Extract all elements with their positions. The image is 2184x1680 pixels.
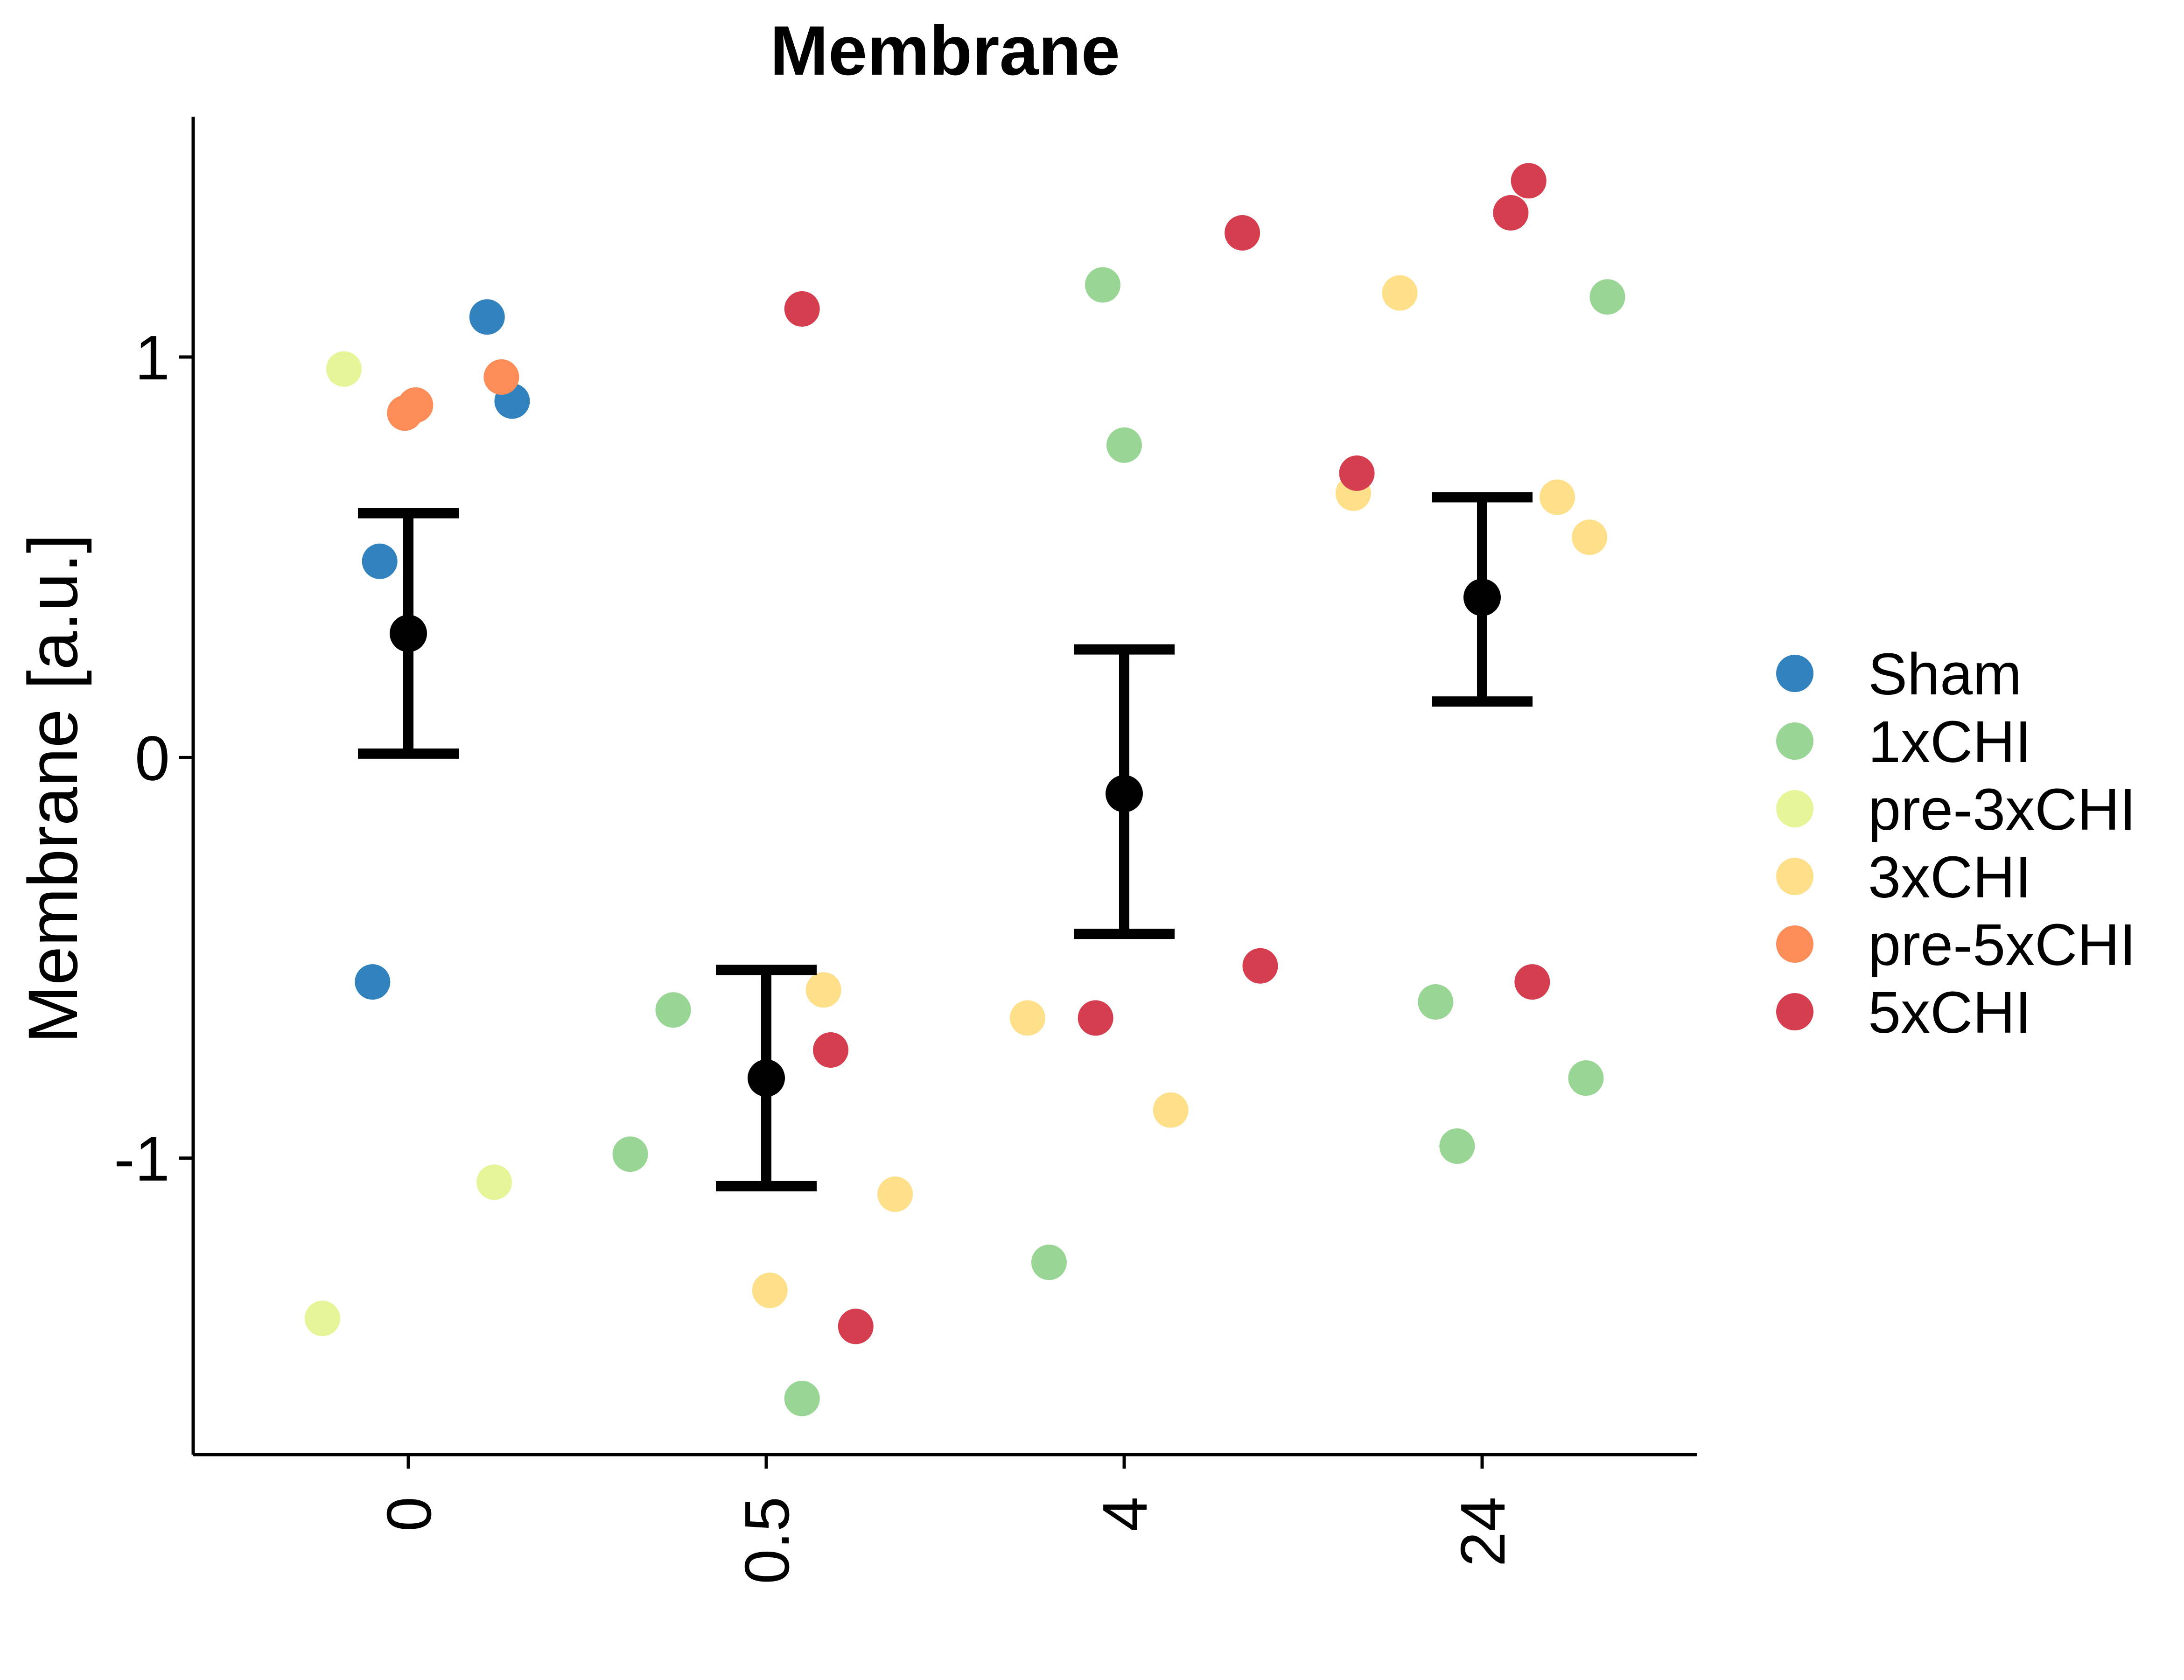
data-point [1242, 948, 1278, 984]
data-point [784, 1380, 820, 1416]
legend-label: Sham [1868, 641, 2022, 707]
mean-marker [748, 1059, 785, 1097]
y-tick-label: -1 [114, 1124, 170, 1194]
data-point [483, 359, 519, 395]
data-point [838, 1309, 874, 1344]
data-point [1085, 267, 1120, 303]
legend-key [1776, 925, 1813, 963]
x-tick-label: 0.5 [732, 1497, 802, 1584]
data-point [1572, 519, 1608, 555]
y-tick-label: 0 [135, 723, 170, 793]
legend-key [1776, 655, 1813, 692]
legend-label: pre-3xCHI [1868, 777, 2136, 842]
chart-title: Membrane [770, 11, 1120, 90]
data-point [1493, 195, 1529, 231]
legend-label: 1xCHI [1868, 709, 2031, 775]
summary-markers [358, 492, 1533, 1191]
data-point [398, 387, 434, 423]
y-ticks: 1 0 -1 [114, 322, 193, 1194]
legend-key [1776, 993, 1813, 1030]
data-point [752, 1273, 788, 1309]
x-tick-label: 4 [1090, 1497, 1160, 1532]
data-point [326, 351, 362, 387]
legend-key [1776, 722, 1813, 760]
data-point [1511, 163, 1547, 199]
data-point [1225, 215, 1260, 251]
y-axis-label: Membrane [a.u.] [14, 534, 92, 1043]
data-point [1439, 1128, 1475, 1164]
y-tick-label: 1 [135, 322, 170, 393]
data-point [1589, 279, 1625, 315]
legend-label: 3xCHI [1868, 844, 2031, 910]
data-point [1078, 1000, 1113, 1036]
mean-marker [1463, 579, 1501, 616]
data-point [1153, 1092, 1189, 1128]
x-tick-label: 24 [1448, 1497, 1518, 1567]
data-point [612, 1136, 648, 1172]
x-tick-label: 0 [374, 1497, 444, 1532]
data-point [655, 992, 691, 1028]
data-point [877, 1176, 913, 1212]
x-ticks: 0 0.5 4 24 [374, 1455, 1518, 1584]
data-point [1514, 964, 1550, 1000]
data-point [805, 972, 841, 1008]
data-point [1540, 479, 1575, 515]
mean-marker [1106, 775, 1143, 812]
data-point [469, 299, 505, 335]
data-point [813, 1032, 849, 1068]
data-point [1382, 275, 1418, 311]
data-point [1106, 427, 1142, 463]
data-point [1568, 1060, 1604, 1096]
data-points [304, 163, 1625, 1416]
data-point [1418, 984, 1454, 1020]
data-point [1031, 1244, 1067, 1280]
legend-label: pre-5xCHI [1868, 912, 2136, 978]
legend-key [1776, 790, 1813, 827]
data-point [1339, 455, 1375, 491]
mean-marker [390, 615, 427, 652]
data-point [784, 291, 820, 327]
data-point [304, 1301, 340, 1337]
data-point [355, 964, 391, 1000]
legend-key [1776, 858, 1813, 895]
data-point [476, 1164, 512, 1200]
data-point [1009, 1000, 1045, 1036]
data-point [362, 543, 398, 579]
legend-label: 5xCHI [1868, 980, 2031, 1045]
